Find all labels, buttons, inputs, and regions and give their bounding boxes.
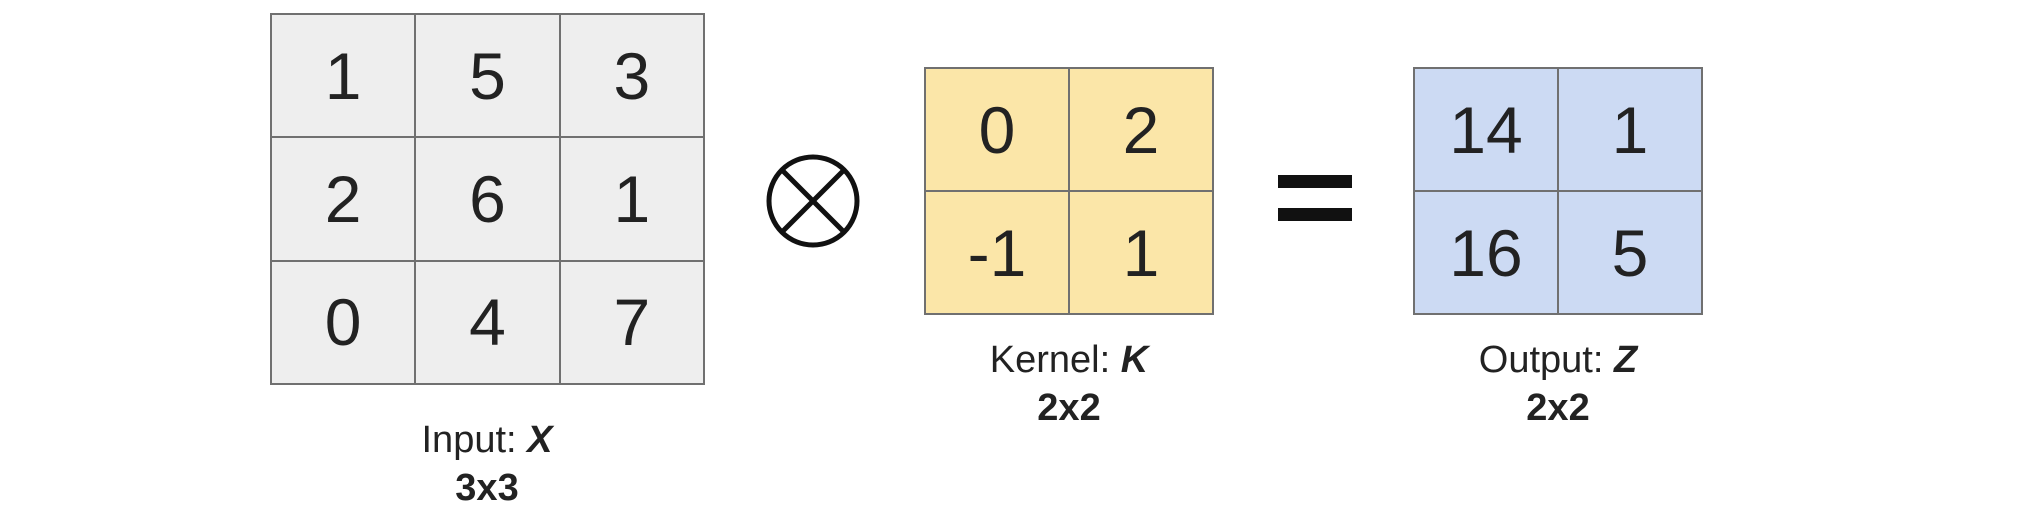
- kernel-cell: 0: [926, 69, 1070, 192]
- output-dims: 2x2: [1526, 387, 1590, 429]
- output-label: Output:: [1478, 339, 1614, 381]
- output-matrix: 14 1 16 5: [1413, 67, 1703, 315]
- input-cell: 1: [560, 138, 705, 262]
- input-cell: 1: [272, 15, 417, 139]
- input-symbol: X: [527, 419, 553, 461]
- output-cell: 16: [1415, 192, 1559, 315]
- kernel-caption: Kernel: K 2x2: [969, 336, 1169, 432]
- input-cell: 2: [272, 138, 417, 262]
- input-label: Input:: [421, 419, 528, 461]
- equals-icon: [1278, 175, 1352, 221]
- input-caption: Input: X 3x3: [387, 416, 587, 512]
- kernel-cell: -1: [926, 192, 1070, 315]
- input-cell: 4: [416, 261, 561, 385]
- input-matrix: 1 5 3 2 6 1 0 4 7: [270, 13, 705, 385]
- kernel-symbol: K: [1120, 339, 1149, 381]
- input-cell: 6: [416, 138, 561, 262]
- output-cell: 14: [1415, 69, 1559, 192]
- kernel-cell: 2: [1070, 69, 1214, 192]
- input-dims: 3x3: [455, 467, 519, 509]
- output-cell: 5: [1559, 192, 1703, 315]
- output-cell: 1: [1559, 69, 1703, 192]
- input-cell: 5: [416, 15, 561, 139]
- kernel-label: Kernel:: [989, 339, 1121, 381]
- kernel-dims: 2x2: [1037, 387, 1101, 429]
- input-cell: 0: [272, 261, 417, 385]
- output-caption: Output: Z 2x2: [1458, 336, 1658, 432]
- input-cell: 3: [560, 15, 705, 139]
- circled-times-icon: [766, 154, 860, 248]
- kernel-matrix: 0 2 -1 1: [924, 67, 1214, 315]
- output-symbol: Z: [1613, 339, 1638, 381]
- input-cell: 7: [560, 261, 705, 385]
- kernel-cell: 1: [1070, 192, 1214, 315]
